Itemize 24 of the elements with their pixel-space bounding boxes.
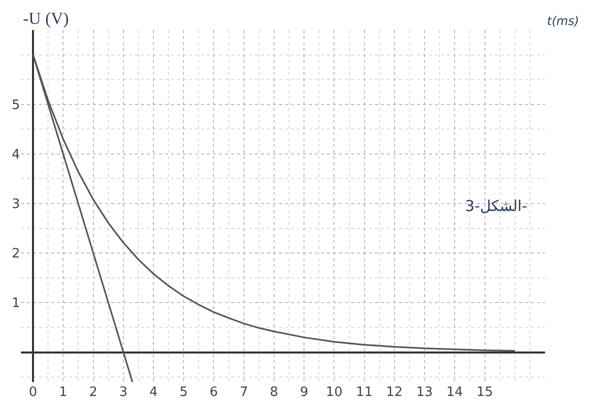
x-tick-label: 2	[89, 385, 98, 400]
y-tick-label: 4	[12, 147, 20, 162]
x-tick-label: 8	[270, 385, 278, 400]
y-tick-label: 1	[12, 296, 20, 312]
x-tick-label: 4	[149, 385, 158, 400]
x-tick-label: 3	[119, 385, 128, 400]
x-tick-label: 0	[28, 385, 38, 400]
y-tick-label: 2	[12, 246, 20, 262]
y-tick-label: 5	[12, 98, 20, 113]
annotation: الشكل-3-	[465, 197, 528, 215]
x-tick-label: 13	[416, 385, 433, 400]
x-tick-label: 5	[179, 385, 188, 400]
x-tick-label: 12	[386, 385, 403, 400]
y-tick-label: 3	[12, 197, 20, 212]
x-tick-label: 15	[476, 385, 494, 400]
x-tick-label: 7	[240, 385, 248, 400]
y-axis-title: -U (V)	[23, 9, 69, 28]
x-tick-label: 14	[446, 385, 463, 400]
x-tick-label: 11	[356, 385, 373, 400]
x-tick-label: 6	[210, 385, 218, 400]
x-tick-label: 1	[59, 385, 68, 400]
x-tick-label: 9	[300, 385, 308, 400]
x-tick-label: 10	[326, 385, 342, 400]
x-axis-title: t(ms)	[547, 14, 580, 28]
